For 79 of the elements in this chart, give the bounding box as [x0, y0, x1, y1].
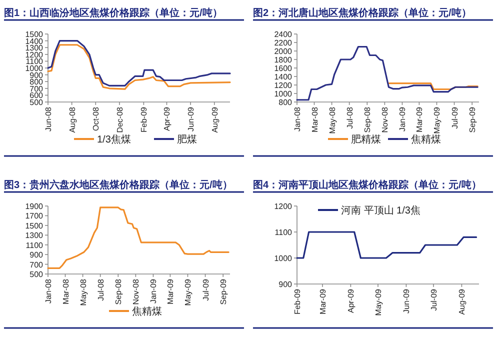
y-tick-label: 1700	[25, 212, 44, 221]
y-tick-label: 1900	[25, 202, 44, 211]
x-tick-label: Aug-08	[68, 106, 77, 133]
legend-label: 河南 平顶山 1/3焦	[341, 204, 420, 216]
y-tick-label: 800	[278, 98, 293, 107]
x-tick-label: Jul-08	[345, 106, 354, 129]
x-tick-label: Aug-09	[210, 106, 220, 133]
x-tick-label: Jul-08	[96, 278, 106, 301]
y-tick-label: 1000	[274, 254, 293, 263]
x-tick-label: Jul-09	[201, 278, 210, 301]
y-tick-label: 700	[30, 260, 44, 270]
x-tick-label: Sep-09	[219, 278, 228, 305]
legend-label: 1/3焦煤	[97, 134, 131, 146]
chart-title: 图3：贵州六盘水地区焦煤价格跟踪（单位：元/吨）	[4, 179, 232, 191]
chart-title: 图4：河南平顶山地区焦煤价格跟踪（单位：元/吨）	[253, 179, 482, 191]
x-tick-label: Nov-08	[132, 278, 141, 305]
legend-label: 焦精煤	[132, 306, 162, 318]
y-tick-label: 1100	[26, 240, 44, 250]
x-tick-label: Sep-08	[114, 278, 124, 305]
x-tick-label: Jul-09	[430, 288, 438, 311]
y-tick-label: 900	[30, 250, 44, 260]
x-tick-label: Jun-09	[402, 288, 412, 314]
x-tick-label: Apr-09	[346, 288, 356, 314]
x-tick-label: Jan-09	[149, 278, 158, 304]
x-tick-label: Mar-08	[61, 278, 70, 304]
y-tick-label: 700	[30, 84, 44, 94]
y-tick-label: 800	[30, 78, 44, 87]
y-tick-label: 1400	[25, 36, 44, 46]
y-tick-label: 500	[30, 98, 44, 107]
y-tick-label: 1200	[274, 202, 293, 211]
legend-label: 肥煤	[177, 134, 197, 146]
x-tick-label: May-08	[328, 106, 337, 134]
x-tick-label: Jun-08	[44, 106, 53, 132]
y-tick-label: 500	[30, 270, 44, 279]
x-tick-label: Jan-09	[398, 106, 408, 132]
x-tick-label: Jan-08	[44, 278, 53, 304]
x-tick-label: Mar-09	[166, 278, 176, 304]
y-tick-label: 1100	[26, 57, 44, 66]
chart-title: 图1：山西临汾地区焦煤价格跟踪（单位：元/吨）	[4, 7, 222, 19]
x-tick-label: Nov-08	[380, 106, 390, 133]
y-tick-label: 1400	[274, 72, 293, 82]
x-tick-label: Jun-09	[186, 106, 196, 132]
y-tick-label: 1100	[274, 228, 293, 237]
x-tick-label: Mar-09	[415, 106, 424, 132]
x-tick-label: Sep-08	[363, 106, 372, 133]
legend-label: 焦精煤	[411, 134, 441, 146]
y-tick-label: 1200	[25, 50, 44, 60]
legend-label: 肥精煤	[351, 134, 381, 146]
y-tick-label: 900	[278, 280, 293, 289]
x-tick-label: May-09	[432, 106, 442, 134]
y-tick-label: 600	[30, 91, 44, 100]
x-tick-label: Aug-09	[458, 288, 467, 315]
x-tick-label: Jan-08	[293, 106, 302, 132]
x-tick-label: Jul-09	[450, 106, 460, 129]
x-tick-label: Apr-09	[162, 106, 172, 132]
x-tick-label: Feb-09	[140, 106, 149, 132]
y-tick-label: 1300	[25, 231, 44, 240]
y-tick-label: 1200	[274, 81, 293, 90]
x-tick-label: May-09	[184, 278, 193, 306]
y-tick-label: 900	[30, 70, 44, 80]
y-tick-label: 1300	[25, 44, 44, 53]
y-tick-label: 2400	[274, 30, 293, 39]
x-tick-label: Mar-08	[310, 106, 320, 132]
y-tick-label: 1500	[25, 221, 44, 230]
x-tick-label: Oct-08	[92, 106, 101, 132]
chart-title: 图2：河北唐山地区焦煤价格跟踪（单位：元/吨）	[253, 7, 472, 19]
x-tick-label: Mar-09	[318, 288, 328, 314]
x-tick-label: May-09	[374, 288, 383, 316]
y-tick-label: 1500	[25, 30, 44, 39]
x-tick-label: Dec-08	[115, 106, 124, 133]
y-tick-label: 1800	[274, 56, 293, 64]
y-tick-label: 2200	[274, 38, 293, 48]
x-tick-label: May-08	[78, 278, 88, 306]
y-tick-label: 1600	[274, 64, 293, 73]
y-tick-label: 1000	[25, 64, 44, 73]
x-tick-label: Feb-09	[293, 288, 302, 314]
x-tick-label: Sep-09	[468, 106, 478, 133]
y-tick-label: 2000	[274, 47, 293, 56]
y-tick-label: 1000	[274, 90, 293, 98]
